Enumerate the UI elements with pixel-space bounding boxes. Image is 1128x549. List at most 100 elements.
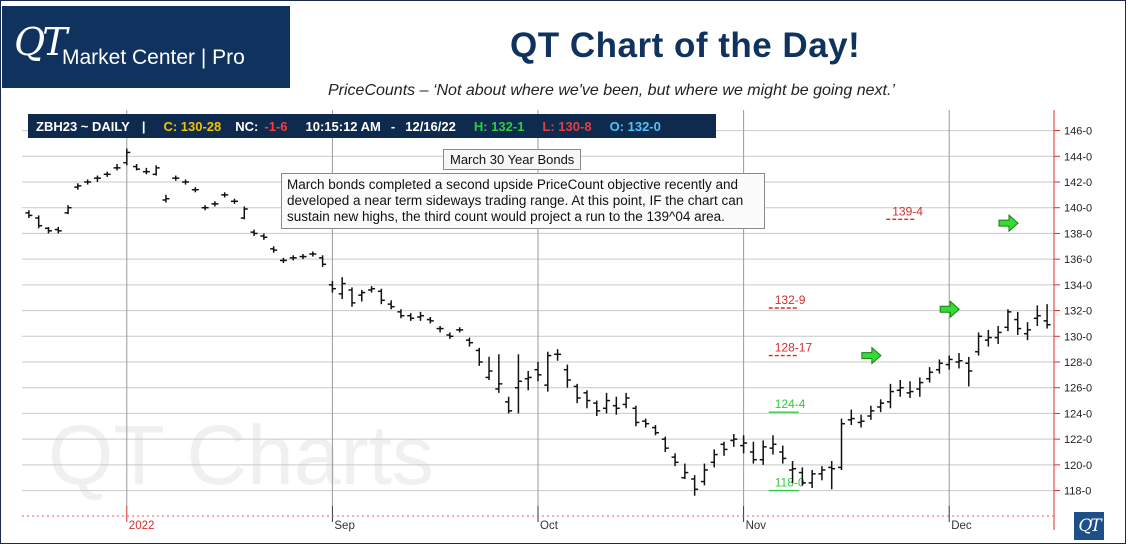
- y-tick-label: 128-0: [1064, 357, 1092, 369]
- ohlc-bar: [975, 332, 983, 356]
- pricecount-target-label: 132-9: [775, 293, 806, 307]
- y-tick-label: 120-0: [1064, 460, 1092, 472]
- ohlc-bar: [103, 171, 111, 177]
- ohlc-bar: [240, 206, 248, 220]
- ohlc-bar: [749, 441, 757, 464]
- page-title: QT Chart of the Day!: [510, 26, 861, 65]
- ohlc-bar: [554, 349, 562, 361]
- chart-annotation-text: March bonds completed a second upside Pr…: [281, 173, 765, 229]
- ohlc-bar: [1004, 309, 1012, 332]
- x-tick-label: Dec: [951, 520, 972, 532]
- ohlc-bar: [1043, 304, 1051, 329]
- ohlc-bar: [583, 390, 591, 409]
- ohlc-bar: [514, 354, 522, 414]
- ohlc-bar: [64, 205, 72, 215]
- ohlc-bar: [534, 362, 542, 382]
- ohlc-bar: [838, 418, 846, 470]
- ohlc-bar: [720, 441, 728, 456]
- ohlc-bar: [436, 326, 444, 333]
- net-change-value: -1-6: [264, 118, 288, 134]
- x-tick-label: 2022: [129, 520, 155, 532]
- y-tick-label: 140-0: [1064, 203, 1092, 215]
- ohlc-bar: [1033, 305, 1041, 326]
- ohlc-bar: [426, 317, 434, 324]
- ohlc-bar: [847, 409, 855, 425]
- ohlc-bar: [769, 435, 777, 455]
- ohlc-bar: [926, 367, 934, 383]
- page-subtitle: PriceCounts – ‘Not about where we've bee…: [328, 82, 895, 99]
- ohlc-bar: [622, 392, 630, 409]
- ohlc-bar: [407, 313, 415, 321]
- close-value: C: 130-28: [163, 118, 222, 134]
- ohlc-bar: [759, 440, 767, 465]
- y-tick-label: 132-0: [1064, 306, 1092, 318]
- net-change-label: NC:: [235, 118, 259, 134]
- ohlc-bar: [896, 380, 904, 397]
- ohlc-bar: [779, 445, 787, 464]
- ohlc-bar: [818, 466, 826, 481]
- x-tick-label: Nov: [746, 520, 767, 532]
- ohlc-bar: [612, 396, 620, 415]
- ohlc-bar: [485, 356, 493, 380]
- ohlc-bar: [299, 254, 307, 260]
- ohlc-bar: [123, 148, 131, 166]
- ohlc-bar: [798, 467, 806, 486]
- qt-corner-logo-icon: QT: [1074, 512, 1104, 540]
- ohlc-bar: [44, 227, 52, 234]
- ohlc-bar: [465, 337, 473, 347]
- ohlc-bar: [857, 414, 865, 428]
- ohlc-bar: [867, 405, 875, 420]
- pricecount-target-label: 139-4: [892, 204, 923, 218]
- ohlc-bar: [348, 287, 356, 307]
- y-tick-label: 146-0: [1064, 126, 1092, 138]
- ohlc-bar: [916, 377, 924, 397]
- ohlc-bar: [475, 347, 483, 366]
- ohlc-bar: [162, 194, 170, 203]
- chart-annotation-title: March 30 Year Bonds: [443, 149, 582, 170]
- ohlc-bar: [828, 461, 836, 490]
- y-tick-label: 130-0: [1064, 331, 1092, 343]
- ohlc-bar: [250, 229, 258, 236]
- ohlc-bar: [270, 246, 278, 253]
- time-date-dash: -: [390, 118, 396, 134]
- pricecount-target-label: 118-0: [775, 476, 805, 490]
- pricecount-target-label: 124-4: [775, 397, 806, 411]
- y-tick-label: 122-0: [1064, 434, 1092, 446]
- ohlc-bar: [632, 405, 640, 427]
- ohlc-bar: [808, 470, 816, 488]
- ohlc-bar: [211, 201, 219, 207]
- ohlc-bar: [377, 288, 385, 305]
- ohlc-bar: [651, 425, 659, 436]
- ohlc-bar: [593, 400, 601, 416]
- ohlc-bar: [906, 381, 914, 398]
- y-tick-label: 142-0: [1064, 177, 1092, 189]
- ohlc-bar: [54, 227, 62, 234]
- ohlc-bar: [338, 277, 346, 299]
- quote-date: 12/16/22: [405, 118, 456, 134]
- x-tick-label: Sep: [334, 520, 354, 532]
- ohlc-bar: [358, 290, 366, 302]
- ohlc-bar: [877, 399, 885, 413]
- ohlc-bar: [886, 383, 894, 409]
- ohlc-bar: [93, 175, 101, 182]
- ohlc-bar: [417, 311, 425, 321]
- low-value: L: 130-8: [542, 118, 592, 134]
- logo-text: Market Center | Pro: [62, 46, 245, 69]
- green-arrow-icon: [939, 300, 960, 319]
- quote-status-bar: ZBH23 ~ DAILY | C: 130-28 NC: -1-6 10:15…: [28, 114, 716, 138]
- ohlc-bar: [260, 233, 268, 240]
- y-tick-label: 124-0: [1064, 408, 1092, 420]
- status-separator: |: [141, 118, 146, 134]
- ohlc-bar: [133, 164, 141, 171]
- ohlc-bar: [935, 359, 943, 374]
- ohlc-bar: [319, 255, 327, 267]
- quote-time: 10:15:12 AM: [305, 118, 381, 134]
- ohlc-bar: [573, 383, 581, 404]
- ohlc-bar: [544, 351, 552, 392]
- ohlc-bar: [495, 354, 503, 393]
- y-tick-label: 134-0: [1064, 280, 1092, 292]
- ohlc-bar: [671, 453, 679, 467]
- pricecount-target-label: 128-17: [775, 341, 813, 355]
- ohlc-bar: [730, 434, 738, 447]
- ohlc-bar: [1014, 311, 1022, 335]
